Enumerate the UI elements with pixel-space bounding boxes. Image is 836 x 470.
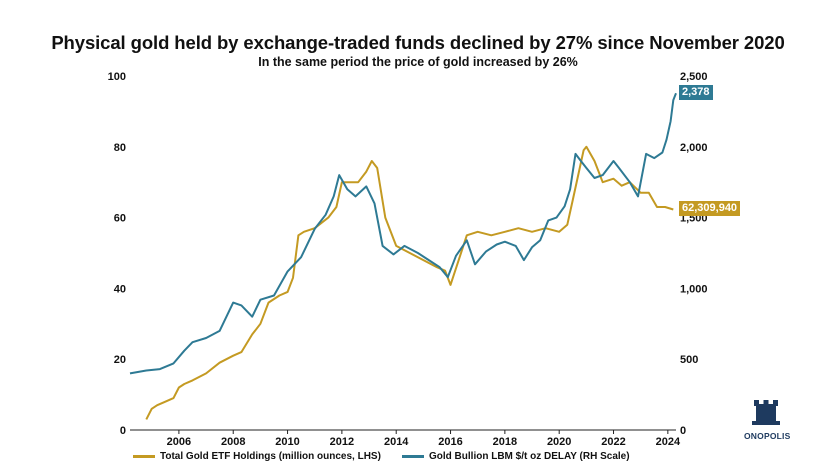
right-y-tick-label: 2,500	[680, 71, 708, 83]
x-tick-label: 2008	[221, 436, 245, 448]
left-y-tick-label: 80	[114, 142, 126, 154]
chart-subtitle: In the same period the price of gold inc…	[258, 55, 578, 69]
legend-label-gold: Gold Bullion LBM $/t oz DELAY (RH Scale)	[429, 450, 630, 462]
x-tick-label: 2014	[384, 436, 409, 448]
chart-title: Physical gold held by exchange-traded fu…	[51, 32, 785, 53]
x-tick-label: 2024	[656, 436, 681, 448]
legend-swatch-gold	[402, 454, 424, 458]
logo-text: ONOPOLIS	[744, 431, 791, 441]
x-tick-label: 2018	[493, 436, 517, 448]
legend-item-etf-holdings: Total Gold ETF Holdings (million ounces,…	[133, 448, 381, 464]
right-y-tick-label: 0	[680, 425, 686, 437]
right-y-tick-label: 2,000	[680, 142, 708, 154]
right-y-tick-label: 1,000	[680, 283, 708, 295]
chart-series	[129, 92, 677, 420]
x-tick-label: 2016	[438, 436, 462, 448]
right-y-tick-label: 500	[680, 354, 698, 366]
gold-price-line	[129, 92, 677, 375]
rook-icon	[752, 400, 780, 425]
left-y-tick-label: 100	[108, 71, 126, 83]
x-tick-label: 2022	[601, 436, 625, 448]
etf-holdings-callout: 62,309,940	[679, 201, 741, 217]
onopolis-logo: ONOPOLIS	[744, 398, 791, 441]
left-y-tick-label: 0	[120, 425, 126, 437]
gold-price-callout: 2,378	[679, 85, 713, 101]
x-tick-label: 2006	[167, 436, 191, 448]
etf-holdings-line	[145, 145, 674, 420]
x-tick-label: 2010	[275, 436, 299, 448]
chart-axes: 2006 2008 2010 2012 2014 2016 2018 2020 2022 2024…	[108, 71, 708, 448]
x-tick-label: 2012	[330, 436, 354, 448]
legend-item-gold-price: Gold Bullion LBM $/t oz DELAY (RH Scale)	[402, 448, 630, 464]
legend-label-etf: Total Gold ETF Holdings (million ounces,…	[160, 450, 381, 462]
left-y-tick-label: 40	[114, 283, 126, 295]
left-y-tick-label: 60	[114, 213, 126, 225]
legend-swatch-etf	[133, 454, 155, 458]
left-y-tick-label: 20	[114, 354, 126, 366]
x-tick-label: 2020	[547, 436, 571, 448]
